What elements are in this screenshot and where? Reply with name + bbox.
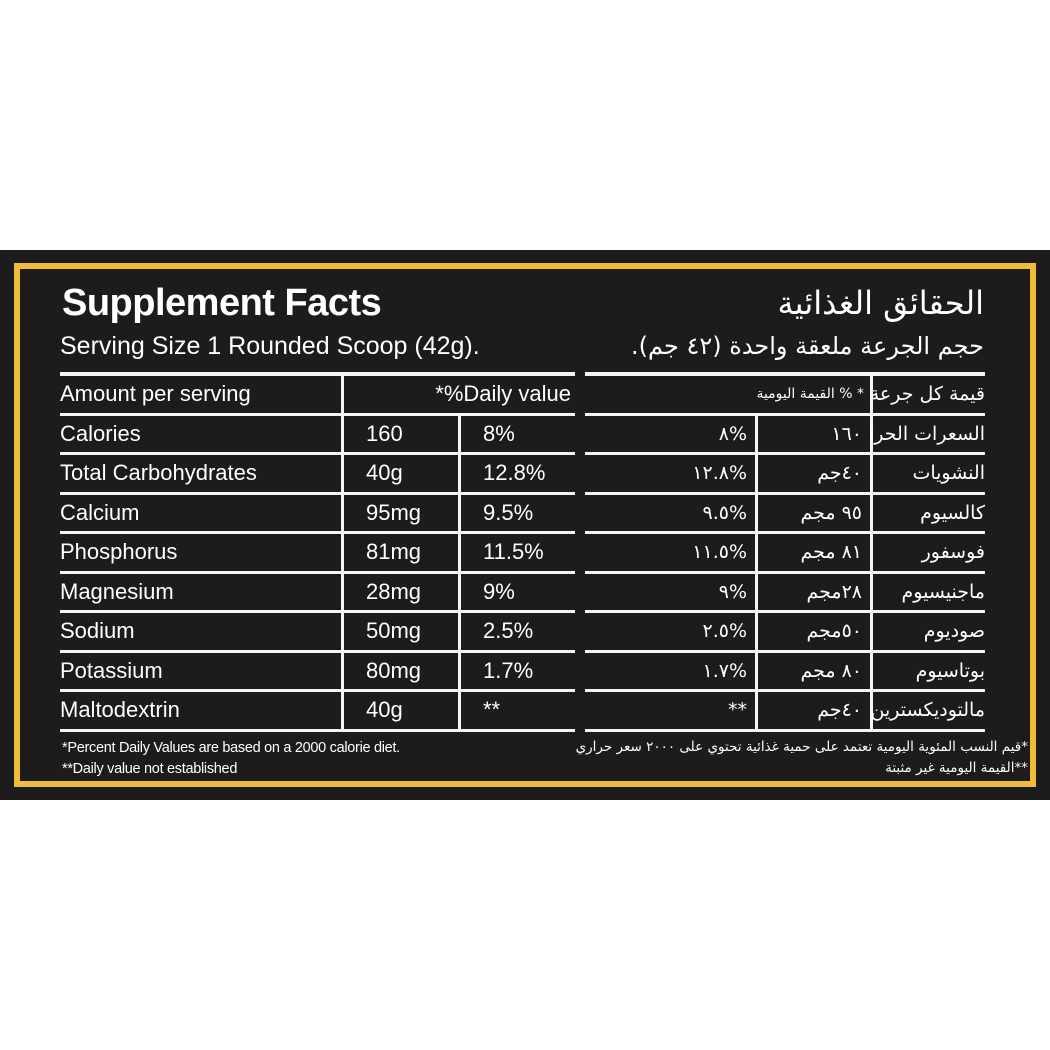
nutrient-daily-value: **: [585, 692, 755, 729]
header-amount-arabic: قيمة كل جرعة: [870, 376, 985, 413]
nutrient-amount: ٨٠ مجم: [758, 652, 870, 689]
nutrient-name: النشويات: [873, 455, 985, 492]
nutrient-name: Magnesium: [60, 573, 341, 610]
nutrient-amount: 40g: [344, 692, 458, 729]
nutrient-daily-value: %٩.٥: [585, 494, 755, 531]
nutrient-name: Calories: [60, 415, 341, 452]
nutrient-name: بوتاسيوم: [873, 652, 985, 689]
nutrient-amount: 95mg: [344, 494, 458, 531]
nutrient-amount: 28mg: [344, 573, 458, 610]
nutrient-daily-value: %١.٧: [585, 652, 755, 689]
header-daily-value-arabic: * % القيمة اليومية: [585, 376, 870, 413]
nutrient-daily-value: 9%: [461, 573, 575, 610]
nutrient-name: كالسيوم: [873, 494, 985, 531]
nutrient-daily-value: %٩: [585, 573, 755, 610]
nutrient-daily-value: 8%: [461, 415, 575, 452]
nutrient-amount: ٨١ مجم: [758, 534, 870, 571]
nutrient-name: مالتوديكسترين: [871, 692, 985, 729]
nutrient-amount: ٤٠جم: [758, 692, 870, 729]
nutrient-amount: 40g: [344, 455, 458, 492]
nutrient-name: صوديوم: [873, 613, 985, 650]
nutrient-daily-value: %٨: [585, 415, 755, 452]
serving-size-arabic: حجم الجرعة ملعقة واحدة (٤٢ جم).: [631, 332, 984, 360]
nutrient-daily-value: 11.5%: [461, 534, 575, 571]
facts-table-english: Amount per serving *%Daily value Calorie…: [60, 372, 575, 732]
nutrient-daily-value: 2.5%: [461, 613, 575, 650]
nutrient-amount: 81mg: [344, 534, 458, 571]
serving-size-english: Serving Size 1 Rounded Scoop (42g).: [60, 332, 480, 360]
nutrient-daily-value: 1.7%: [461, 652, 575, 689]
nutrient-name: Potassium: [60, 652, 341, 689]
nutrient-daily-value: 12.8%: [461, 455, 575, 492]
nutrient-amount: ٥٠مجم: [758, 613, 870, 650]
nutrient-name: Total Carbohydrates: [60, 455, 341, 492]
nutrient-name: فوسفور: [873, 534, 985, 571]
nutrient-amount: 80mg: [344, 652, 458, 689]
header-daily-value: *%Daily value: [344, 376, 575, 413]
footnote-percent-dv-arabic: *قيم النسب المئوية اليومية تعتمد على حمي…: [575, 739, 1028, 755]
footnote-not-established: **Daily value not established: [62, 761, 238, 777]
nutrient-daily-value: **: [461, 692, 575, 729]
nutrient-amount: 50mg: [344, 613, 458, 650]
nutrient-name: Maltodextrin: [60, 692, 341, 729]
title-english: Supplement Facts: [62, 282, 382, 324]
nutrient-amount: ٤٠جم: [758, 455, 870, 492]
footnote-not-established-arabic: **القيمة اليومية غير مثبتة: [885, 760, 1028, 776]
nutrient-name: ماجنيسيوم: [873, 573, 985, 610]
nutrient-name: السعرات الحرارية: [844, 415, 985, 452]
nutrient-name: Phosphorus: [60, 534, 341, 571]
nutrient-amount: ٩٥ مجم: [758, 494, 870, 531]
nutrient-name: Sodium: [60, 613, 341, 650]
nutrient-daily-value: 9.5%: [461, 494, 575, 531]
yellow-border: [14, 263, 1036, 787]
nutrient-amount: ١٦٠: [758, 415, 870, 452]
footnote-percent-dv: *Percent Daily Values are based on a 200…: [62, 740, 400, 756]
nutrient-daily-value: %٢.٥: [585, 613, 755, 650]
facts-table-arabic: قيمة كل جرعة * % القيمة اليومية السعرات …: [585, 372, 985, 732]
nutrient-daily-value: %١٢.٨: [585, 455, 755, 492]
nutrient-amount: ٢٨مجم: [758, 573, 870, 610]
title-arabic: الحقائق الغذائية: [777, 284, 984, 322]
nutrient-daily-value: %١١.٥: [585, 534, 755, 571]
nutrient-name: Calcium: [60, 494, 341, 531]
header-amount: Amount per serving: [60, 376, 341, 413]
nutrient-amount: 160: [344, 415, 458, 452]
